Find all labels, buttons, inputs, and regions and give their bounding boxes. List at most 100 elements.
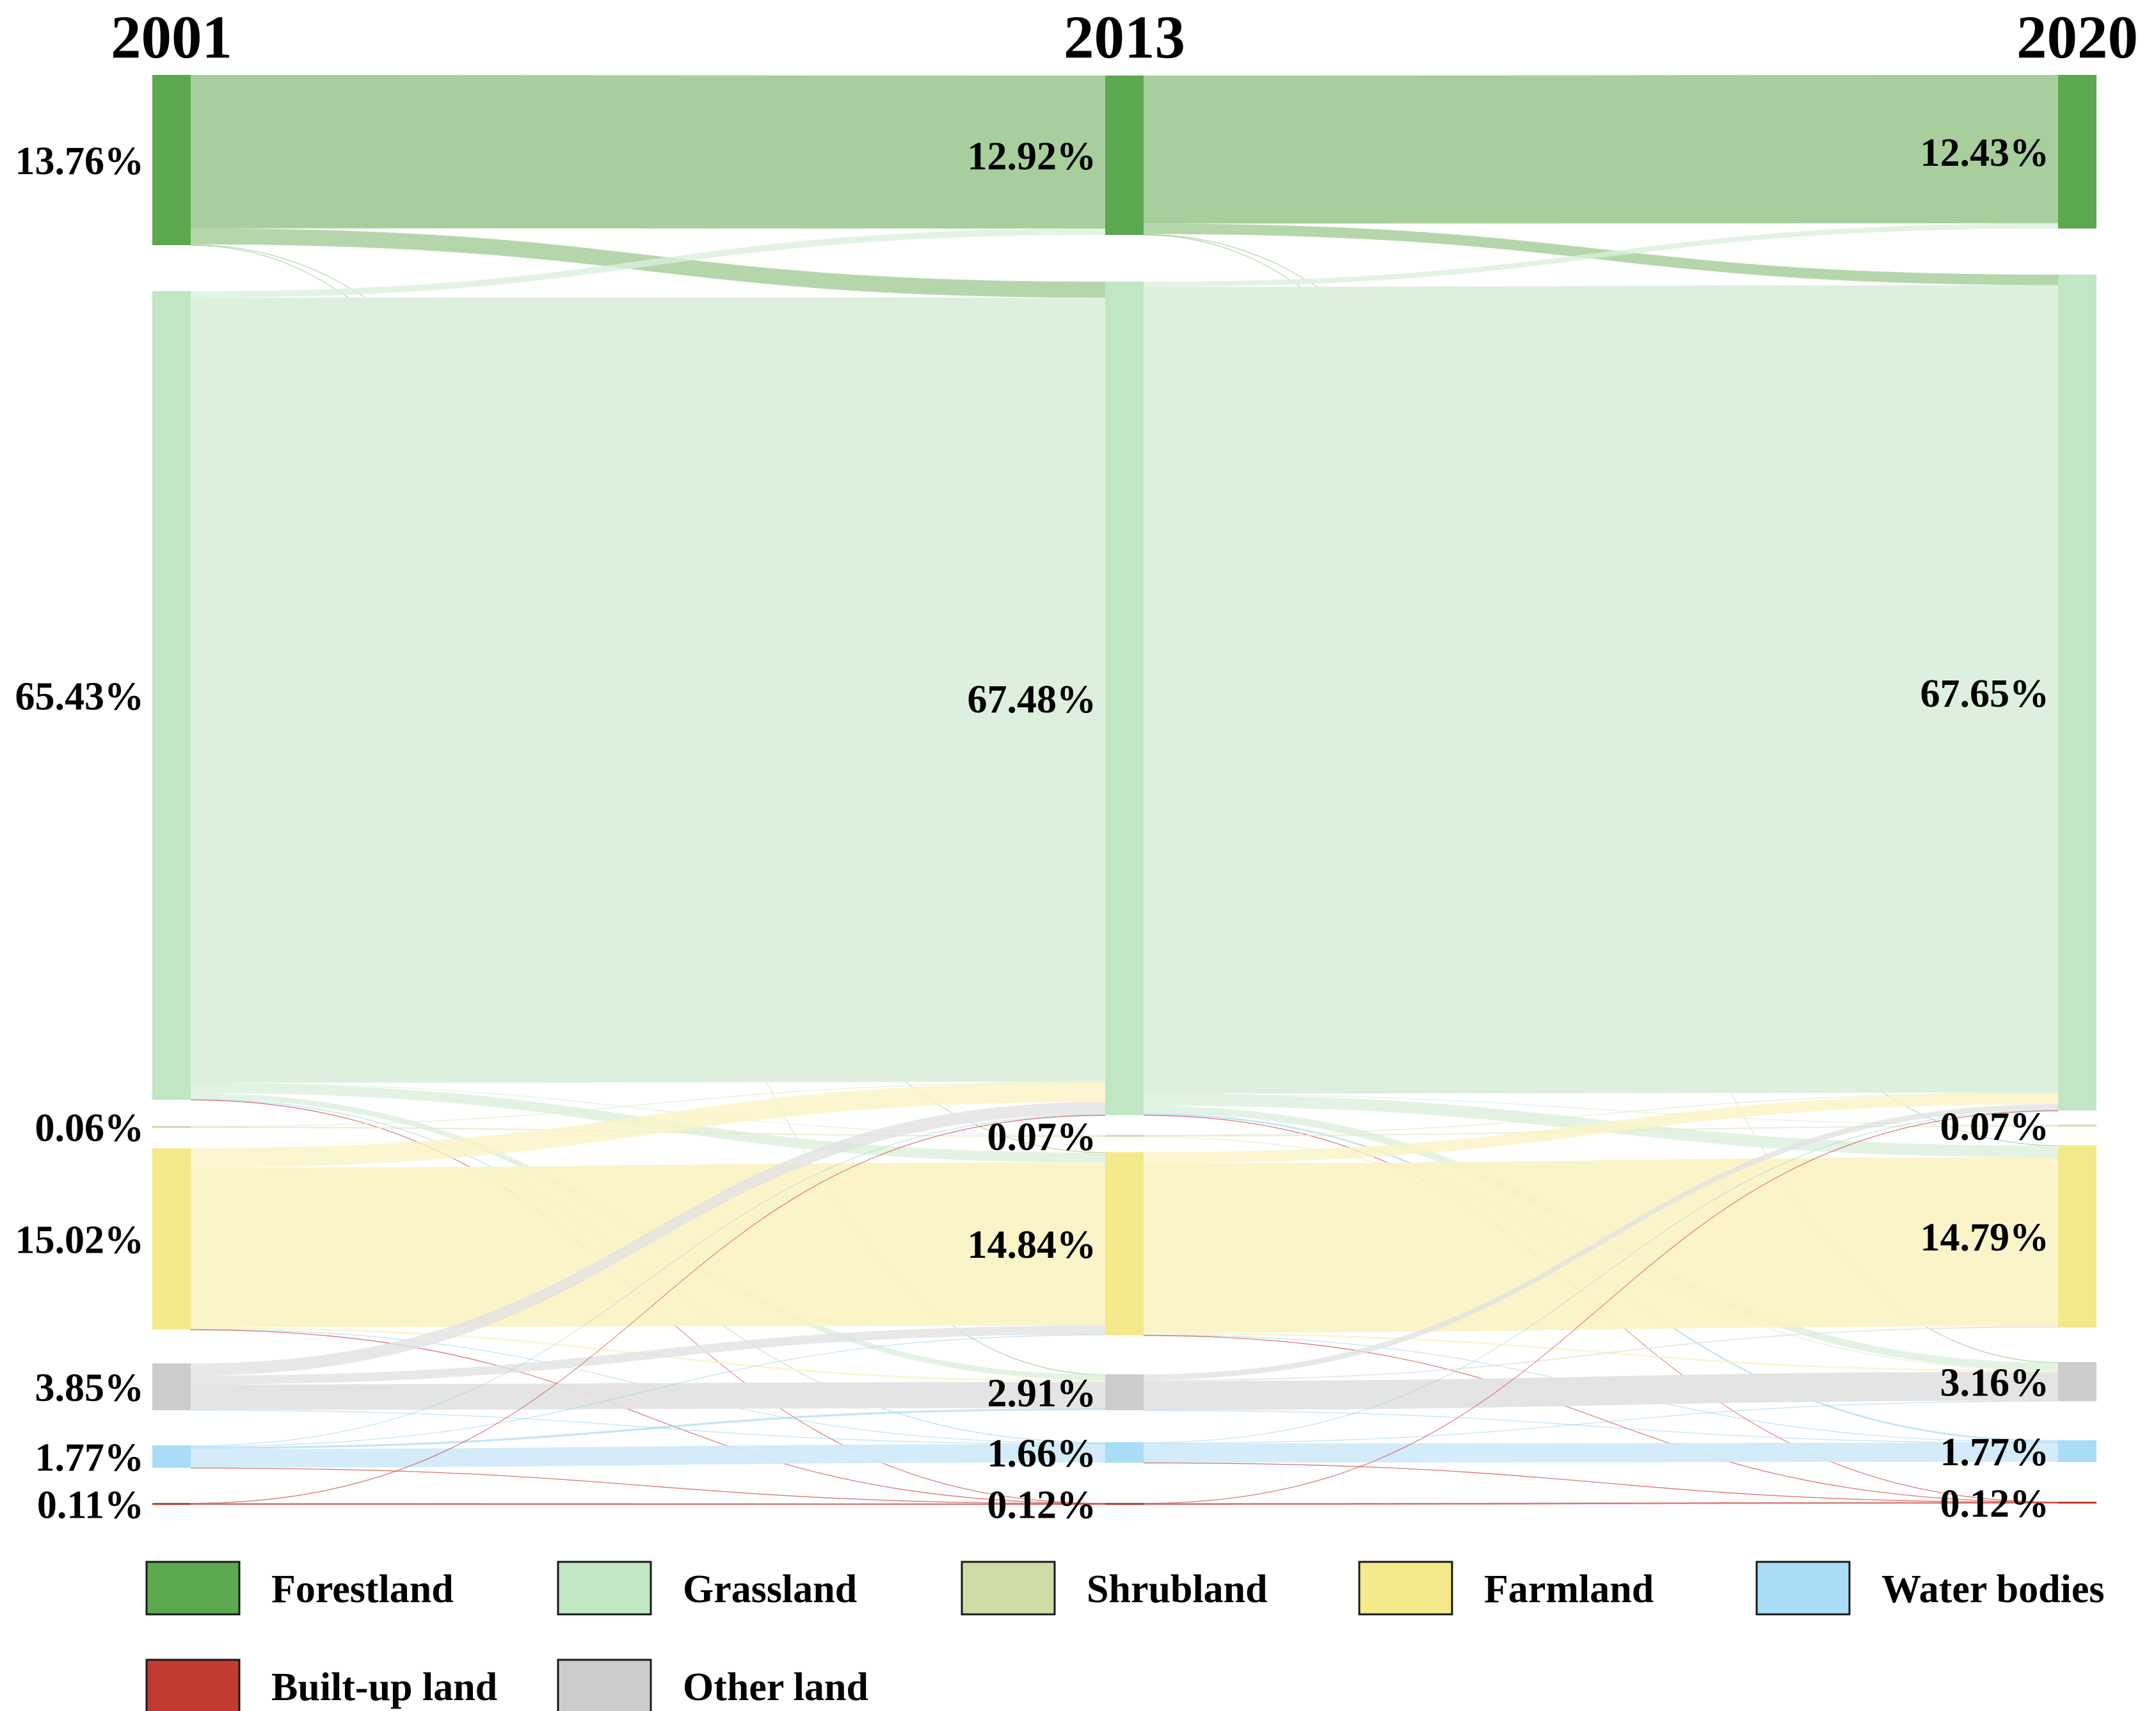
flow-water-to-grassland-2013 xyxy=(1144,1109,2058,1443)
pct-label-water-2001: 1.77% xyxy=(35,1436,145,1480)
legend-label-water: Water bodies xyxy=(1881,1568,2104,1611)
pct-label-grassland-2020: 67.65% xyxy=(1920,672,2050,716)
flow-farmland-to-farmland-2013 xyxy=(1144,1157,2058,1333)
flow-farmland-to-grassland-2001 xyxy=(191,1082,1105,1168)
flow-grassland-to-forestland-2001 xyxy=(191,228,1105,298)
flow-water-to-farmland-2001 xyxy=(191,1334,1105,1447)
flow-otherland-to-grassland-2013 xyxy=(1144,1104,2058,1380)
node-forestland-2013 xyxy=(1105,76,1144,235)
nodes-layer xyxy=(152,75,2096,1505)
legend-swatch-farmland xyxy=(1358,1561,1453,1616)
node-forestland-2020 xyxy=(2058,75,2096,229)
node-shrubland-2020 xyxy=(2058,1125,2096,1127)
flow-water-to-grassland-2001 xyxy=(191,1114,1105,1447)
legend-label-shrubland: Shrubland xyxy=(1087,1568,1268,1611)
legend-swatch-builtup xyxy=(145,1659,241,1711)
flow-otherland-to-farmland-2001 xyxy=(191,1325,1105,1385)
node-grassland-2020 xyxy=(2058,275,2096,1111)
node-farmland-2001 xyxy=(152,1148,191,1329)
legend-label-grassland: Grassland xyxy=(683,1568,857,1611)
node-shrubland-2001 xyxy=(152,1126,191,1128)
flow-water-to-water-2013 xyxy=(1144,1442,2058,1463)
node-farmland-2013 xyxy=(1105,1152,1144,1335)
pct-label-grassland-2013: 67.48% xyxy=(968,678,1097,721)
flow-water-to-otherland-2013 xyxy=(1144,1401,2058,1444)
flow-builtup-to-builtup-2001 xyxy=(191,1503,1105,1505)
flow-water-to-otherland-2001 xyxy=(191,1408,1105,1449)
node-otherland-2020 xyxy=(2058,1362,2096,1401)
flow-otherland-to-grassland-2001 xyxy=(191,1102,1105,1376)
pct-label-water-2020: 1.77% xyxy=(1940,1431,2050,1474)
legend-swatch-forestland xyxy=(145,1561,241,1616)
legend-swatch-water xyxy=(1755,1561,1851,1616)
legend-label-builtup: Built-up land xyxy=(271,1666,497,1709)
legend-swatch-otherland xyxy=(557,1659,652,1711)
pct-label-farmland-2001: 15.02% xyxy=(15,1219,145,1262)
node-grassland-2001 xyxy=(152,291,191,1100)
flow-farmland-to-builtup-2013 xyxy=(1144,1335,2058,1503)
flow-links-layer xyxy=(191,75,2058,1505)
pct-label-builtup-2020: 0.12% xyxy=(1940,1482,2050,1526)
flow-shrubland-to-grassland-2013 xyxy=(1144,1093,2058,1136)
flow-farmland-to-grassland-2013 xyxy=(1144,1093,2058,1164)
pct-label-builtup-2001: 0.11% xyxy=(37,1484,144,1527)
flow-farmland-to-builtup-2001 xyxy=(191,1329,1105,1504)
flow-otherland-to-farmland-2013 xyxy=(1144,1326,2058,1381)
node-water-2001 xyxy=(152,1445,191,1468)
flow-otherland-to-otherland-2013 xyxy=(1144,1372,2058,1410)
year-title-2020: 2020 xyxy=(2016,3,2138,71)
flow-forestland-to-forestland-2013 xyxy=(1144,75,2058,224)
flow-grassland-to-forestland-2013 xyxy=(1144,223,2058,287)
flow-builtup-to-grassland-2001 xyxy=(191,1114,1105,1504)
node-builtup-2020 xyxy=(2058,1502,2096,1504)
pct-label-otherland-2013: 2.91% xyxy=(987,1372,1097,1415)
pct-label-shrubland-2001: 0.06% xyxy=(35,1107,145,1150)
flow-farmland-to-otherland-2013 xyxy=(1144,1332,2058,1372)
pct-label-otherland-2020: 3.16% xyxy=(1940,1362,2050,1405)
node-otherland-2013 xyxy=(1105,1374,1144,1410)
node-otherland-2001 xyxy=(152,1363,191,1410)
pct-label-otherland-2001: 3.85% xyxy=(35,1367,145,1410)
legend-label-farmland: Farmland xyxy=(1484,1568,1654,1611)
flow-forestland-to-forestland-2001 xyxy=(191,75,1105,229)
flow-grassland-to-shrubland-2001 xyxy=(191,1082,1105,1136)
flow-water-to-water-2001 xyxy=(191,1443,1105,1468)
node-water-2020 xyxy=(2058,1440,2096,1462)
pct-label-forestland-2020: 12.43% xyxy=(1920,131,2050,175)
legend-swatch-grassland xyxy=(557,1561,652,1616)
pct-label-shrubland-2020: 0.07% xyxy=(1940,1105,2050,1149)
flow-builtup-to-builtup-2013 xyxy=(1144,1502,2058,1505)
legend-swatch-shrubland xyxy=(961,1561,1056,1616)
pct-label-shrubland-2013: 0.07% xyxy=(987,1116,1097,1159)
pct-label-forestland-2001: 13.76% xyxy=(15,140,145,183)
labels-layer: 200113.76%65.43%0.06%15.02%3.85%1.77%0.1… xyxy=(15,3,2139,1527)
flow-grassland-to-grassland-2013 xyxy=(1144,285,2058,1094)
node-shrubland-2013 xyxy=(1105,1135,1144,1137)
flow-grassland-to-shrubland-2013 xyxy=(1144,1093,2058,1126)
pct-label-water-2013: 1.66% xyxy=(987,1432,1097,1475)
flow-otherland-to-water-2001 xyxy=(191,1410,1105,1445)
legend: Forestland Grassland Shrubland Farmland Wate… xyxy=(145,1561,2104,1711)
pct-label-builtup-2013: 0.12% xyxy=(987,1484,1097,1527)
flow-water-to-builtup-2013 xyxy=(1144,1462,2058,1503)
pct-label-forestland-2013: 12.92% xyxy=(968,135,1097,179)
node-builtup-2013 xyxy=(1105,1503,1144,1505)
node-farmland-2020 xyxy=(2058,1145,2096,1328)
pct-label-farmland-2013: 14.84% xyxy=(968,1223,1097,1267)
node-builtup-2001 xyxy=(152,1503,191,1505)
year-title-2001: 2001 xyxy=(111,3,232,71)
node-water-2013 xyxy=(1105,1442,1144,1463)
flow-builtup-to-grassland-2013 xyxy=(1144,1110,2058,1504)
flow-grassland-to-grassland-2001 xyxy=(191,298,1105,1083)
legend-label-forestland: Forestland xyxy=(271,1568,454,1611)
node-forestland-2001 xyxy=(152,75,191,245)
pct-label-farmland-2020: 14.79% xyxy=(1920,1216,2050,1260)
node-grassland-2013 xyxy=(1105,282,1144,1115)
legend-label-otherland: Other land xyxy=(683,1666,868,1709)
flow-otherland-to-water-2013 xyxy=(1144,1410,2058,1443)
flow-shrubland-to-grassland-2001 xyxy=(191,1082,1105,1127)
year-title-2013: 2013 xyxy=(1064,3,1185,71)
flow-otherland-to-otherland-2001 xyxy=(191,1382,1105,1410)
